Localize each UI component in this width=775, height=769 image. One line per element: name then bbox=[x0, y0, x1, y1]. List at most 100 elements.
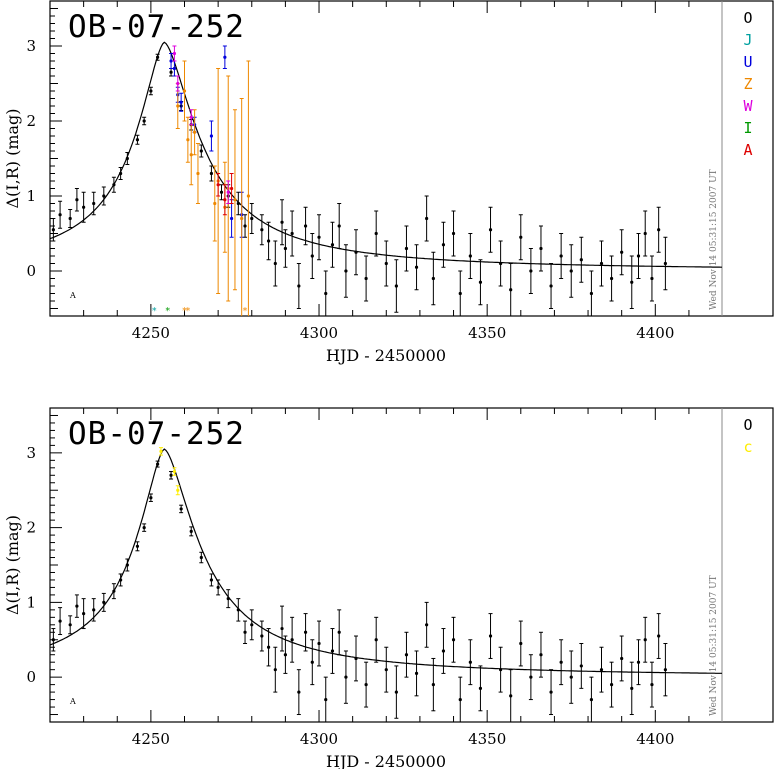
data-point-O bbox=[650, 683, 654, 687]
data-point-O bbox=[636, 254, 641, 258]
data-point-O bbox=[599, 261, 604, 266]
data-point-Z bbox=[213, 201, 217, 206]
data-point-Z bbox=[186, 138, 190, 142]
chart-panel-2: 4250 4300 4350 4400 0 1 2 3 HJD - 2450000 Δ(I,R) … bbox=[3, 407, 774, 769]
data-point-O bbox=[236, 608, 240, 612]
data-point-O bbox=[303, 224, 308, 228]
legend-entry: I bbox=[743, 119, 752, 137]
data-point-Z bbox=[196, 171, 200, 176]
data-point-O bbox=[425, 216, 429, 221]
data-point-c bbox=[172, 469, 177, 474]
data-point-O bbox=[451, 231, 456, 236]
data-point-O bbox=[273, 668, 277, 672]
band-marker: * bbox=[182, 307, 187, 317]
band-marker: * bbox=[243, 307, 248, 317]
data-point-O bbox=[431, 683, 435, 687]
data-point-Z bbox=[233, 198, 237, 202]
data-point-O bbox=[68, 623, 72, 627]
data-point-O bbox=[199, 555, 203, 560]
data-point-O bbox=[478, 686, 483, 690]
data-point-W bbox=[172, 51, 177, 56]
data-point-O bbox=[149, 496, 153, 500]
data-point-O bbox=[451, 638, 456, 642]
model-curve bbox=[50, 448, 722, 674]
data-point-O bbox=[216, 585, 220, 590]
timestamp-stamp: Wed Nov 14 05:31:15 2007 UT bbox=[709, 575, 719, 716]
data-point-O bbox=[630, 280, 634, 284]
x-tick-label: 4300 bbox=[300, 324, 338, 342]
band-marker: * bbox=[152, 307, 157, 317]
data-point-O bbox=[539, 653, 543, 657]
data-point-O bbox=[209, 578, 214, 582]
data-point-O bbox=[324, 291, 328, 296]
x-tick-label: 4250 bbox=[132, 730, 170, 748]
model-curve bbox=[50, 41, 722, 268]
data-point-O bbox=[156, 55, 160, 59]
data-point-O bbox=[317, 641, 321, 646]
x-tick-label: 4300 bbox=[300, 730, 338, 748]
data-point-O bbox=[243, 630, 247, 634]
data-point-O bbox=[559, 254, 563, 258]
data-point-O bbox=[290, 638, 294, 642]
x-tick-label: 4400 bbox=[636, 730, 674, 748]
data-point-O bbox=[404, 653, 409, 657]
data-point-O bbox=[384, 261, 388, 266]
y-tick-label: 2 bbox=[26, 519, 36, 537]
data-point-O bbox=[310, 254, 314, 258]
data-point-O bbox=[337, 224, 341, 228]
data-point-U bbox=[229, 216, 234, 221]
data-point-O bbox=[509, 288, 513, 292]
legend-entry: c bbox=[743, 438, 752, 456]
chart-title: OB-07-252 bbox=[68, 9, 245, 45]
chart-panel-1: 4250 4300 4350 4400 0 1 2 3 HJD - 2450000 Δ(I,R) … bbox=[3, 0, 774, 365]
data-point-O bbox=[243, 224, 247, 228]
data-point-O bbox=[630, 686, 634, 690]
data-point-O bbox=[112, 183, 116, 187]
data-point-O bbox=[663, 668, 667, 672]
data-point-O bbox=[364, 276, 368, 281]
timestamp-stamp: Wed Nov 14 05:31:15 2007 UT bbox=[709, 169, 719, 310]
data-point-O bbox=[569, 675, 573, 679]
data-point-O bbox=[189, 529, 193, 533]
data-point-O bbox=[119, 578, 123, 582]
data-point-O bbox=[519, 641, 523, 646]
y-tick-label: 3 bbox=[26, 444, 36, 462]
data-point-O bbox=[92, 608, 96, 612]
plot-frame bbox=[49, 407, 774, 723]
y-tick-label: 2 bbox=[26, 112, 36, 130]
data-point-O bbox=[354, 250, 358, 254]
data-point-O bbox=[499, 668, 503, 672]
data-point-W bbox=[226, 190, 230, 194]
data-point-O bbox=[209, 171, 214, 176]
data-point-U bbox=[223, 55, 227, 59]
data-point-O bbox=[310, 660, 314, 664]
data-point-O bbox=[169, 70, 173, 74]
data-point-O bbox=[539, 246, 543, 251]
data-point-O bbox=[519, 235, 523, 239]
data-point-O bbox=[330, 649, 335, 653]
data-point-O bbox=[499, 261, 503, 266]
data-point-O bbox=[579, 664, 583, 668]
data-point-O bbox=[51, 638, 55, 642]
data-point-O bbox=[250, 216, 254, 221]
data-point-O bbox=[58, 619, 62, 623]
data-point-O bbox=[283, 653, 287, 657]
data-point-O bbox=[579, 258, 583, 262]
data-point-O bbox=[102, 600, 106, 604]
data-point-O bbox=[51, 228, 55, 232]
data-point-O bbox=[589, 291, 594, 296]
data-point-U bbox=[172, 66, 177, 71]
legend-entry: O bbox=[743, 9, 752, 27]
data-point-O bbox=[169, 473, 173, 477]
legend-entry: U bbox=[743, 53, 752, 71]
data-point-O bbox=[643, 638, 647, 642]
corner-mark: A bbox=[69, 291, 76, 300]
plot-frame bbox=[49, 0, 774, 317]
data-point-O bbox=[643, 231, 647, 236]
data-point-O bbox=[156, 462, 160, 466]
data-point-O bbox=[135, 138, 140, 142]
data-point-O bbox=[337, 630, 341, 634]
data-point-O bbox=[488, 634, 493, 638]
data-point-O bbox=[317, 235, 321, 239]
